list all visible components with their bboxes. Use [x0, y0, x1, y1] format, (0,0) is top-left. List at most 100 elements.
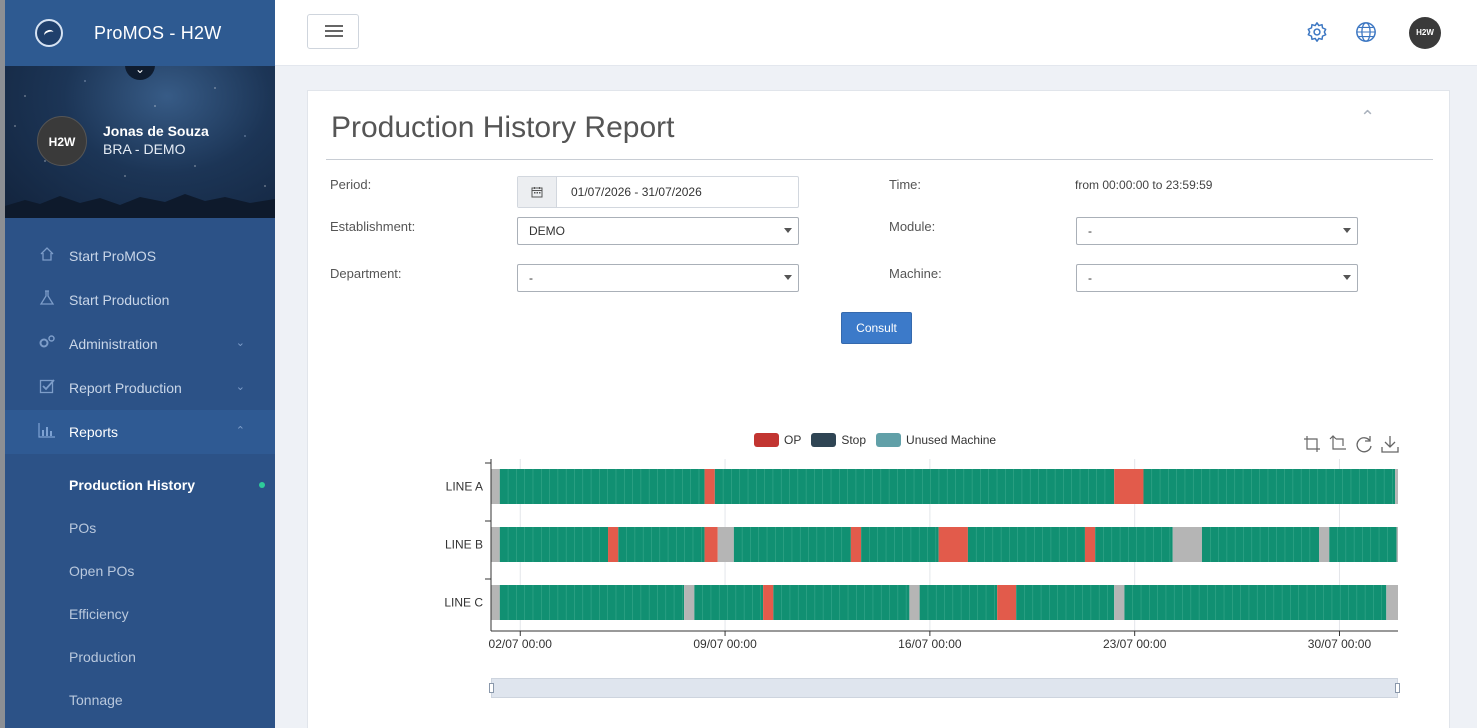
reports-submenu: Production History POs Open POs Efficien…	[5, 454, 275, 721]
department-selected: -	[529, 271, 533, 285]
gantt-segment-unused	[717, 527, 734, 562]
machine-label: Machine:	[889, 266, 942, 281]
app-title: ProMOS - H2W	[94, 22, 222, 43]
time-value: from 00:00:00 to 23:59:59	[1075, 178, 1213, 192]
sidebar-item-start-promos[interactable]: Start ProMOS	[5, 234, 275, 278]
sidebar-item-label: Start ProMOS	[69, 248, 157, 264]
gantt-segment-running	[861, 527, 939, 562]
user-avatar[interactable]: H2W	[1409, 17, 1441, 49]
data-zoom-slider[interactable]	[489, 678, 1400, 698]
zoom-reset-icon[interactable]	[1329, 435, 1347, 453]
calendar-icon[interactable]	[518, 177, 557, 207]
x-axis-label: 23/07 00:00	[1103, 637, 1167, 651]
gantt-segment-running	[1124, 585, 1387, 620]
gantt-segment-unused	[491, 469, 500, 504]
y-axis-label: LINE B	[445, 538, 483, 552]
sidebar-item-reports[interactable]: Reports ⌃	[5, 410, 275, 454]
page-title: Production History Report	[331, 111, 675, 144]
legend-label: OP	[784, 433, 802, 447]
sidebar-subitem-production[interactable]: Production	[5, 635, 275, 678]
report-card: Production History Report ⌃ Period: 01/0…	[307, 90, 1450, 728]
slider-handle-start[interactable]	[489, 683, 494, 693]
gantt-segment-unused	[491, 527, 500, 562]
chevron-up-icon: ⌃	[235, 425, 245, 437]
machine-select[interactable]: -	[1076, 264, 1358, 292]
slider-handle-end[interactable]	[1395, 683, 1400, 693]
sidebar-item-report-production[interactable]: Report Production ⌄	[5, 366, 275, 410]
chevron-down-icon[interactable]: ⌄	[125, 66, 155, 80]
module-select[interactable]: -	[1076, 217, 1358, 245]
gantt-segment-op	[704, 527, 718, 562]
time-label: Time:	[889, 177, 922, 192]
gear-icon[interactable]	[1305, 21, 1329, 45]
establishment-select[interactable]: DEMO	[517, 217, 799, 245]
y-axis-label: LINE A	[446, 480, 483, 494]
dropdown-arrow-icon	[784, 228, 792, 233]
gantt-segment-unused	[684, 585, 695, 620]
gantt-segment-running	[967, 527, 1085, 562]
sidebar-subitem-label: POs	[69, 519, 97, 536]
x-axis-label: 02/07 00:00	[489, 637, 553, 651]
gantt-segment-op	[1114, 469, 1144, 504]
gantt-segment-op	[1084, 527, 1096, 562]
gauge-logo-icon	[35, 19, 63, 47]
gantt-segment-running	[499, 585, 685, 620]
period-date-range-input[interactable]: 01/07/2026 - 31/07/2026	[517, 176, 799, 208]
sidebar-subitem-production-history[interactable]: Production History	[5, 463, 275, 506]
gantt-segment-running	[1143, 469, 1396, 504]
sidebar-item-start-production[interactable]: Start Production	[5, 278, 275, 322]
department-select[interactable]: -	[517, 264, 799, 292]
gantt-segment-op	[704, 469, 715, 504]
gantt-segment-unused	[1395, 469, 1398, 504]
hamburger-menu-button[interactable]	[307, 14, 359, 49]
legend-item[interactable]: OP	[754, 433, 801, 447]
chevron-down-icon: ⌄	[235, 381, 245, 393]
window-edge	[0, 0, 5, 728]
sidebar-item-label: Report Production	[69, 380, 182, 396]
gantt-segment-running	[499, 469, 705, 504]
globe-icon[interactable]	[1355, 21, 1379, 45]
establishment-label: Establishment:	[330, 219, 416, 234]
sidebar-subitem-pos[interactable]: POs	[5, 506, 275, 549]
hamburger-line	[325, 35, 343, 37]
gantt-segment-op	[763, 585, 774, 620]
hamburger-line	[325, 25, 343, 27]
gantt-segment-running	[714, 469, 1115, 504]
sidebar-item-administration[interactable]: Administration ⌄	[5, 322, 275, 366]
zoom-area-icon[interactable]	[1303, 435, 1321, 453]
user-name: Jonas de Souza	[103, 123, 209, 139]
gantt-segment-op	[608, 527, 619, 562]
sidebar-item-label: Start Production	[69, 292, 170, 308]
checkbox-icon	[37, 378, 57, 398]
dropdown-arrow-icon	[1343, 228, 1351, 233]
brand-header[interactable]: ProMOS - H2W	[5, 0, 275, 66]
restore-icon[interactable]	[1355, 435, 1373, 453]
sidebar-subitem-label: Open POs	[69, 562, 135, 579]
cogs-icon	[37, 334, 57, 354]
consult-button[interactable]: Consult	[841, 312, 912, 344]
active-dot	[259, 482, 265, 488]
sidebar-subitem-open-pos[interactable]: Open POs	[5, 549, 275, 592]
flask-icon	[37, 290, 57, 310]
hamburger-line	[325, 30, 343, 32]
chevron-up-icon[interactable]: ⌃	[1360, 107, 1376, 127]
sidebar-subitem-label: Production	[69, 648, 136, 665]
legend-item[interactable]: Unused Machine	[876, 433, 996, 447]
sidebar-subitem-efficiency[interactable]: Efficiency	[5, 592, 275, 635]
user-avatar-large: H2W	[37, 116, 87, 166]
gantt-segment-running	[499, 527, 609, 562]
sidebar-subitem-label: Production History	[69, 476, 196, 493]
sidebar-subitem-tonnage[interactable]: Tonnage	[5, 678, 275, 721]
sidebar-menu: Start ProMOS Start Production Administra…	[5, 234, 275, 721]
legend-item[interactable]: Stop	[811, 433, 866, 447]
gantt-segment-unused	[1396, 527, 1398, 562]
user-organization: BRA - DEMO	[103, 141, 186, 157]
gantt-segment-unused	[491, 585, 500, 620]
x-axis-label: 30/07 00:00	[1308, 637, 1372, 651]
bar-chart-icon	[37, 422, 57, 442]
gantt-segment-running	[618, 527, 705, 562]
mountain-silhouette	[5, 194, 275, 218]
download-icon[interactable]	[1381, 435, 1399, 453]
gantt-segment-running	[1095, 527, 1173, 562]
machine-selected: -	[1088, 271, 1092, 285]
